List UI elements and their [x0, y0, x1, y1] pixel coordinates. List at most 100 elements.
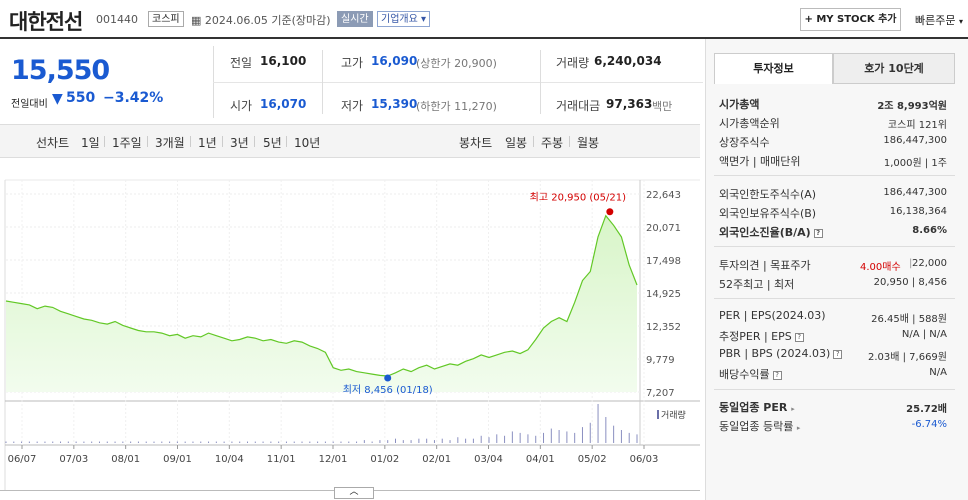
price-area: [5, 214, 638, 392]
candle-chart-label: 봉차트: [459, 136, 493, 150]
week52-value: 20,950 | 8,456: [873, 277, 947, 288]
tab-1week[interactable]: 1주일: [112, 136, 142, 150]
chart-markers: 최고 20,950 (05/21) 최저 8,456 (01/18): [343, 192, 626, 396]
price-change: 550: [66, 90, 96, 106]
stock-code: 001440: [96, 13, 138, 26]
help-icon[interactable]: ?: [833, 349, 843, 359]
my-stock-add-button[interactable]: + MY STOCK 추가: [800, 8, 901, 31]
tab-daily-candle[interactable]: 일봉: [505, 136, 528, 150]
reference-date: ▦ 2024.06.05 기준(장마감): [191, 12, 331, 28]
sector-rate-value: -6.74%: [911, 419, 947, 430]
quick-order-label: 빠른주문: [915, 14, 956, 27]
foreign-ratio-value: 8.66%: [912, 225, 947, 236]
target-price-value: 22,000: [912, 258, 947, 269]
line-chart-label: 선차트: [36, 136, 70, 150]
change-label: 전일대비: [11, 99, 48, 110]
tab-3month[interactable]: 3개월: [155, 136, 185, 150]
volume-value: 6,240,034: [594, 54, 662, 68]
x-tick-label: 10/04: [215, 454, 244, 465]
x-tick-label: 02/01: [422, 454, 451, 465]
tab-1day[interactable]: 1일: [81, 136, 100, 150]
chart-tab-bar: [0, 124, 700, 158]
tab-10year[interactable]: 10년: [294, 136, 321, 150]
high-label: 최고 20,950 (05/21): [530, 192, 626, 204]
price-chart[interactable]: 22,643 20,071 17,498 14,925 12,352 9,779 7,207…: [0, 160, 700, 490]
low-marker: [384, 374, 392, 382]
section-divider: [714, 175, 955, 176]
y-tick-label: 12,352: [646, 322, 681, 333]
tab-3year[interactable]: 3년: [230, 136, 249, 150]
sector-rate-label: 동일업종 등락률 ▸: [719, 418, 800, 434]
market-cap-rank-label: 시가총액순위: [719, 117, 780, 130]
y-tick-label: 9,779: [646, 355, 675, 366]
tab-investment-info[interactable]: 투자정보: [714, 53, 833, 84]
x-tick-label: 04/01: [526, 454, 555, 465]
pbr-value: 2.03배 | 7,669원: [867, 352, 947, 363]
x-tick-label: 06/07: [8, 454, 37, 465]
current-price: 15,550: [11, 55, 110, 86]
foreign-ratio-label-text: 외국인소진율(B/A): [719, 226, 811, 239]
collapse-chart-button[interactable]: ︿: [334, 487, 374, 499]
prev-close-value: 16,100: [260, 54, 307, 68]
week52-label: 52주최고 | 최저: [719, 278, 795, 291]
quick-order-button[interactable]: 빠른주문 ▾: [915, 12, 963, 28]
chevron-right-icon: ▸: [796, 424, 801, 432]
company-overview-dropdown[interactable]: 기업개요 ▾: [377, 11, 430, 27]
divider: [322, 50, 323, 114]
market-cap-label: 시가총액: [719, 98, 760, 111]
high-label: 고가: [341, 56, 364, 70]
foreign-limit-label: 외국인한도주식수(A): [719, 188, 817, 201]
tab-weekly-candle[interactable]: 주봉: [541, 136, 564, 150]
high-value: 16,090: [371, 54, 418, 68]
foreign-limit-value: 186,447,300: [883, 187, 947, 198]
x-tick-label: 12/01: [319, 454, 348, 465]
help-icon[interactable]: ?: [772, 370, 782, 380]
section-divider: [714, 389, 955, 390]
sector-per-label-text: 동일업종 PER: [719, 401, 788, 414]
par-value-value: 1,000원 | 1주: [883, 158, 947, 169]
dividend-label: 배당수익률?: [719, 366, 782, 382]
volume-legend-label: 거래량: [661, 409, 686, 421]
pbr-label-text: PBR | BPS (2024.03): [719, 347, 831, 360]
help-icon[interactable]: ?: [794, 332, 804, 342]
amount-unit: 백만: [652, 100, 673, 113]
x-tick-label: 05/02: [578, 454, 607, 465]
listed-shares-label: 상장주식수: [719, 136, 770, 149]
opinion-value: 4.00매수: [860, 262, 901, 273]
prev-close-label: 전일: [230, 56, 253, 70]
tab-5year[interactable]: 5년: [263, 136, 282, 150]
est-per-label: 추정PER | EPS?: [719, 328, 804, 344]
x-tick-label: 06/03: [630, 454, 659, 465]
x-tick-label: 03/04: [474, 454, 503, 465]
low-label: 최저 8,456 (01/18): [343, 384, 433, 396]
lower-limit: (하한가 11,270): [416, 100, 497, 113]
tab-10-level-quote[interactable]: 호가 10단계: [833, 53, 955, 84]
volume-bars: 거래량: [5, 404, 686, 443]
open-label: 시가: [230, 99, 253, 113]
tab-monthly-candle[interactable]: 월봉: [577, 136, 600, 150]
section-divider: [714, 298, 955, 299]
x-tick-label: 01/02: [370, 454, 399, 465]
open-value: 16,070: [260, 97, 307, 111]
par-value-label: 액면가 | 매매단위: [719, 155, 801, 168]
x-tick-label: 07/03: [59, 454, 88, 465]
tab-divider: [533, 136, 534, 147]
help-icon[interactable]: ?: [813, 228, 823, 238]
market-cap-rank-value: 코스피 121위: [887, 120, 947, 131]
foreign-hold-value: 16,138,364: [889, 206, 947, 217]
listed-shares-value: 186,447,300: [883, 135, 947, 146]
chevron-up-icon: ︿: [349, 487, 359, 497]
realtime-button[interactable]: 실시간: [337, 11, 373, 27]
low-label: 저가: [341, 99, 364, 113]
dividend-value: N/A: [929, 367, 947, 378]
tab-divider: [222, 136, 223, 147]
calendar-icon: ▦: [191, 14, 202, 27]
x-tick-label: 09/01: [163, 454, 192, 465]
market-cap-value: 2조 8,993억원: [877, 101, 947, 112]
est-per-label-text: 추정PER | EPS: [719, 330, 792, 343]
tab-divider: [104, 136, 105, 147]
down-arrow-icon: ▼: [52, 91, 63, 107]
tab-1year[interactable]: 1년: [198, 136, 217, 150]
sector-per-label: 동일업종 PER ▸: [719, 399, 795, 415]
tab-divider: [147, 136, 148, 147]
